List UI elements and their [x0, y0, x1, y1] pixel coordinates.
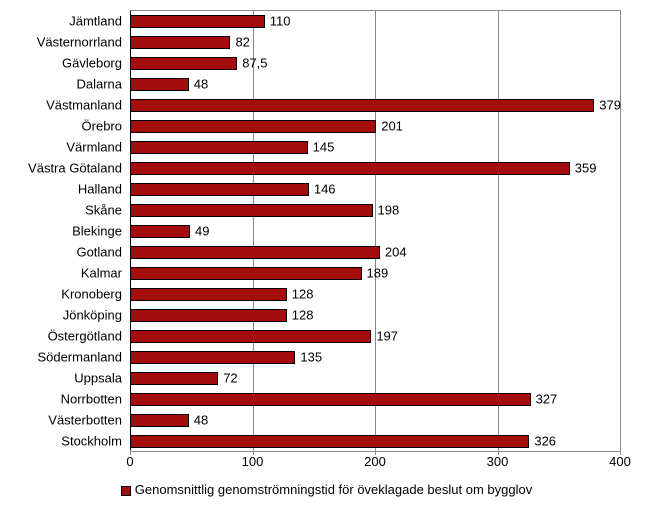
x-tick-label: 200 — [364, 454, 386, 469]
bar: 379 — [130, 99, 594, 112]
bar-label: Östergötland — [48, 329, 122, 344]
bar: 72 — [130, 372, 218, 385]
bar-value: 327 — [536, 392, 558, 407]
bar-label: Örebro — [82, 119, 122, 134]
bar-value: 110 — [270, 14, 291, 29]
bar-row: Västra Götaland359 — [130, 162, 620, 175]
plot-area: Jämtland110 Västernorrland82 Gävleborg87,5… — [130, 10, 621, 452]
bar-value: 146 — [314, 182, 336, 197]
bar: 327 — [130, 393, 531, 406]
bar-row: Västerbotten48 — [130, 414, 620, 427]
bar-value: 379 — [599, 98, 621, 113]
x-tick-label: 100 — [242, 454, 264, 469]
legend: Genomsnittlig genomströmningstid för öve… — [0, 482, 653, 497]
bar: 204 — [130, 246, 380, 259]
bar-label: Västra Götaland — [28, 161, 122, 176]
bar-row: Västernorrland82 — [130, 36, 620, 49]
bar-row: Blekinge49 — [130, 225, 620, 238]
bar: 48 — [130, 78, 189, 91]
bar: 128 — [130, 309, 287, 322]
x-tick-label: 300 — [487, 454, 509, 469]
bar-label: Dalarna — [76, 77, 122, 92]
bar-chart: Jämtland110Västernorrland82Gävleborg87,5… — [0, 0, 653, 510]
bar-value: 197 — [376, 329, 398, 344]
bar-label: Västerbotten — [48, 413, 122, 428]
bar: 48 — [130, 414, 189, 427]
bar-label: Jönköping — [63, 308, 122, 323]
bar-value: 82 — [235, 35, 249, 50]
bar-label: Södermanland — [37, 350, 122, 365]
bar: 110 — [130, 15, 265, 28]
bar-label: Skåne — [85, 203, 122, 218]
bar-value: 359 — [575, 161, 597, 176]
bar-row: Uppsala72 — [130, 372, 620, 385]
bar-row: Östergötland197 — [130, 330, 620, 343]
bar-label: Jämtland — [69, 14, 122, 29]
bar-label: Gotland — [76, 245, 122, 260]
x-tick-label: 400 — [609, 454, 631, 469]
bar: 135 — [130, 351, 295, 364]
bar-row: Jämtland110 — [130, 15, 620, 28]
bar-row: Gävleborg87,5 — [130, 57, 620, 70]
bar-value: 128 — [292, 287, 314, 302]
bar-row: Kalmar189 — [130, 267, 620, 280]
bar-row: Örebro201 — [130, 120, 620, 133]
bar-value: 198 — [378, 203, 400, 218]
bar-row: Stockholm326 — [130, 435, 620, 448]
bar-row: Skåne198 — [130, 204, 620, 217]
bar-row: Halland146 — [130, 183, 620, 196]
bar: 197 — [130, 330, 371, 343]
bar-value: 201 — [381, 119, 403, 134]
bar-value: 128 — [292, 308, 314, 323]
bar-label: Värmland — [66, 140, 122, 155]
bar: 82 — [130, 36, 230, 49]
bar-label: Halland — [78, 182, 122, 197]
bar-value: 145 — [313, 140, 335, 155]
bar-label: Uppsala — [74, 371, 122, 386]
bar-label: Blekinge — [72, 224, 122, 239]
bar: 198 — [130, 204, 373, 217]
bar: 145 — [130, 141, 308, 154]
bar-value: 72 — [223, 371, 237, 386]
legend-marker — [121, 486, 131, 496]
bar-label: Kalmar — [81, 266, 122, 281]
bar-value: 326 — [534, 434, 556, 449]
bar-value: 135 — [300, 350, 322, 365]
bar: 359 — [130, 162, 570, 175]
bar-value: 49 — [195, 224, 209, 239]
bar: 87,5 — [130, 57, 237, 70]
bar-label: Västernorrland — [37, 35, 122, 50]
bar: 201 — [130, 120, 376, 133]
bar-row: Västmanland379 — [130, 99, 620, 112]
bar-row: Kronoberg128 — [130, 288, 620, 301]
legend-label: Genomsnittlig genomströmningstid för öve… — [135, 482, 532, 497]
bar: 49 — [130, 225, 190, 238]
bar-row: Norrbotten327 — [130, 393, 620, 406]
bar-value: 204 — [385, 245, 407, 260]
bar-value: 48 — [194, 413, 208, 428]
bar-row: Södermanland135 — [130, 351, 620, 364]
bar: 128 — [130, 288, 287, 301]
bar-row: Dalarna48 — [130, 78, 620, 91]
bar-value: 189 — [367, 266, 389, 281]
bar: 189 — [130, 267, 362, 280]
bar-label: Kronoberg — [61, 287, 122, 302]
x-tick-label: 0 — [126, 454, 133, 469]
bar-label: Norrbotten — [61, 392, 122, 407]
bar: 326 — [130, 435, 529, 448]
bar-label: Gävleborg — [62, 56, 122, 71]
bar-label: Stockholm — [61, 434, 122, 449]
bar-row: Jönköping128 — [130, 309, 620, 322]
bar-value: 87,5 — [242, 56, 267, 71]
bar-label: Västmanland — [46, 98, 122, 113]
bar-row: Gotland204 — [130, 246, 620, 259]
bar-value: 48 — [194, 77, 208, 92]
bar-row: Värmland145 — [130, 141, 620, 154]
bar: 146 — [130, 183, 309, 196]
